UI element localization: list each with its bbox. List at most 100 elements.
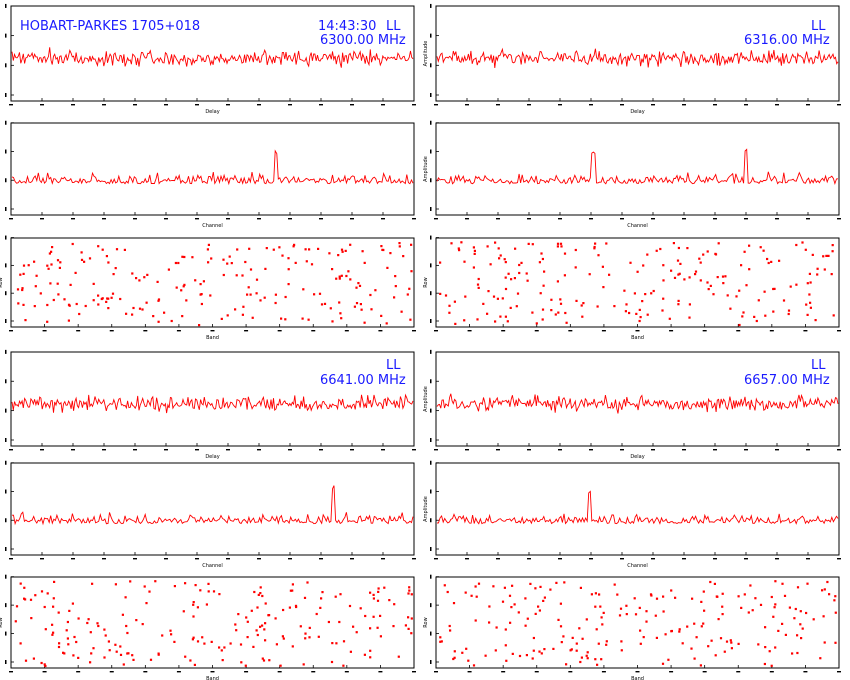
data-point bbox=[338, 620, 341, 624]
data-point bbox=[670, 589, 673, 592]
data-point bbox=[229, 642, 232, 645]
data-point bbox=[57, 293, 60, 296]
data-point bbox=[152, 315, 155, 318]
data-point bbox=[454, 322, 457, 325]
data-point bbox=[389, 252, 392, 255]
data-point bbox=[210, 257, 213, 260]
data-point bbox=[662, 297, 665, 300]
data-point bbox=[337, 254, 340, 257]
data-point bbox=[43, 663, 46, 666]
data-point bbox=[560, 641, 563, 644]
data-point bbox=[678, 630, 681, 633]
data-point bbox=[721, 592, 724, 595]
x-tick-label bbox=[682, 104, 686, 106]
data-point bbox=[700, 600, 703, 603]
data-point bbox=[475, 595, 478, 598]
x-tick-label bbox=[527, 104, 531, 106]
data-point bbox=[303, 596, 307, 599]
x-tick-label bbox=[496, 104, 500, 106]
data-point bbox=[51, 246, 54, 249]
x-axis-label: Band bbox=[631, 335, 644, 341]
y-tick-label bbox=[5, 518, 7, 523]
data-point bbox=[688, 303, 691, 306]
data-point bbox=[579, 586, 582, 589]
data-point bbox=[207, 243, 210, 246]
data-point bbox=[97, 303, 100, 306]
data-point bbox=[460, 241, 463, 244]
data-point bbox=[56, 259, 60, 262]
data-point bbox=[477, 582, 481, 585]
x-tick-label bbox=[744, 558, 748, 560]
data-point bbox=[192, 603, 195, 606]
data-point bbox=[249, 293, 252, 296]
pol-label-1: LL bbox=[386, 19, 401, 34]
data-point bbox=[334, 595, 337, 598]
data-point bbox=[192, 601, 195, 604]
data-point bbox=[717, 618, 720, 621]
data-point bbox=[504, 276, 507, 279]
data-point bbox=[531, 243, 534, 246]
x-tick-label bbox=[195, 558, 199, 560]
data-point bbox=[439, 640, 442, 643]
data-point bbox=[706, 250, 709, 253]
data-point bbox=[594, 242, 597, 245]
data-point bbox=[191, 638, 194, 641]
data-point bbox=[714, 654, 717, 657]
data-point bbox=[439, 292, 442, 295]
data-point bbox=[730, 647, 733, 650]
data-point bbox=[320, 597, 323, 600]
data-point bbox=[210, 640, 213, 643]
data-point bbox=[721, 275, 725, 278]
x-tick-label bbox=[244, 330, 249, 332]
plot-panel-8: Delay Amplitude bbox=[423, 349, 841, 460]
data-point bbox=[452, 657, 455, 661]
data-point bbox=[302, 288, 305, 291]
data-point bbox=[114, 643, 117, 646]
y-tick-label bbox=[430, 120, 432, 125]
data-point bbox=[486, 245, 489, 248]
x-tick-label bbox=[806, 449, 810, 451]
data-point bbox=[377, 587, 380, 590]
data-point bbox=[23, 597, 26, 600]
data-point bbox=[114, 583, 117, 586]
x-tick-label bbox=[344, 330, 349, 332]
data-point bbox=[464, 591, 467, 594]
data-point bbox=[174, 261, 177, 265]
data-point bbox=[440, 640, 443, 643]
data-point bbox=[773, 606, 776, 609]
freq-label-1: 6300.00 MHz bbox=[320, 33, 406, 48]
x-tick-label bbox=[288, 558, 292, 560]
data-point bbox=[600, 616, 603, 619]
data-point bbox=[83, 260, 86, 263]
data-point bbox=[63, 298, 66, 301]
data-point bbox=[452, 602, 456, 605]
data-point bbox=[122, 663, 125, 666]
data-point bbox=[646, 313, 649, 316]
x-tick-label bbox=[635, 671, 640, 673]
x-tick-label bbox=[651, 558, 655, 560]
data-point bbox=[453, 650, 456, 653]
data-point bbox=[249, 268, 253, 271]
data-point bbox=[228, 255, 231, 258]
data-point bbox=[33, 260, 36, 263]
data-point bbox=[581, 637, 584, 640]
x-tick-label bbox=[744, 218, 748, 220]
data-point bbox=[183, 255, 186, 259]
data-point bbox=[80, 251, 83, 254]
data-point bbox=[492, 295, 496, 298]
data-point bbox=[97, 294, 100, 297]
data-point bbox=[369, 627, 372, 630]
x-tick-label bbox=[109, 330, 114, 332]
data-point bbox=[199, 283, 202, 286]
data-point bbox=[129, 580, 132, 583]
data-point bbox=[52, 631, 55, 634]
data-point bbox=[135, 277, 138, 280]
data-point bbox=[477, 286, 480, 289]
x-tick-label bbox=[257, 558, 261, 560]
data-point bbox=[654, 614, 657, 617]
data-point bbox=[774, 580, 777, 583]
x-tick-label bbox=[412, 671, 416, 673]
data-point bbox=[226, 262, 229, 265]
data-point bbox=[68, 609, 71, 612]
data-point bbox=[719, 637, 723, 640]
